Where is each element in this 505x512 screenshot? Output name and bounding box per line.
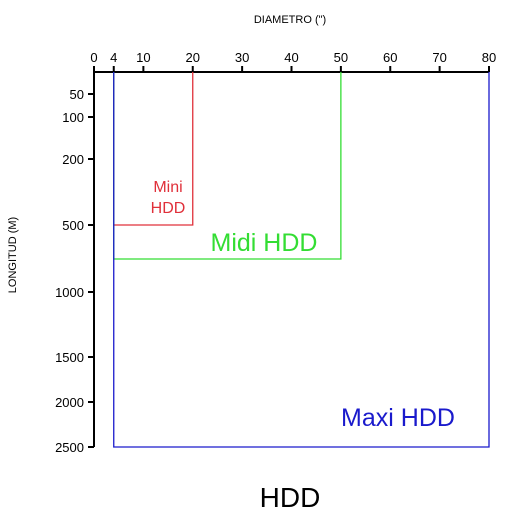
x-tick-label-4: 4 [110,50,117,65]
maxi-hdd-region [113,72,490,448]
chart-title: HDD [260,482,321,512]
hdd-regions: Mini HDD Midi HDD Maxi HDD [113,72,490,448]
y-tick-label-2500: 2500 [55,440,84,455]
x-tick-label-10: 10 [136,50,150,65]
x-tick-label-50: 50 [334,50,348,65]
y-tick-label-1500: 1500 [55,350,84,365]
x-tick-label-60: 60 [383,50,397,65]
maxi-hdd-label: Maxi HDD [341,404,455,432]
y-tick-label-2000: 2000 [55,395,84,410]
x-tick-label-40: 40 [284,50,298,65]
y-tick-label-50: 50 [70,87,84,102]
y-tick-label-500: 500 [62,218,84,233]
y-tick-label-100: 100 [62,110,84,125]
x-tick-label-80: 80 [482,50,496,65]
y-tick-label-200: 200 [62,152,84,167]
midi-hdd-label: Midi HDD [211,229,318,257]
y-axis-ticks: 50 100 200 500 1000 1500 2000 2500 [55,87,94,455]
mini-hdd-label-line-2: HDD [151,200,186,217]
x-tick-label-30: 30 [235,50,249,65]
y-axis-title: LONGITUD (M) [7,217,19,293]
mini-hdd-label-line-1: Mini [153,179,182,196]
x-tick-label-70: 70 [432,50,446,65]
x-axis-title: DIAMETRO (") [254,14,326,26]
x-tick-label-20: 20 [186,50,200,65]
x-axis-ticks: 0 4 10 20 30 40 50 60 70 80 [90,50,496,72]
x-tick-label-0: 0 [90,50,97,65]
y-tick-label-1000: 1000 [55,285,84,300]
